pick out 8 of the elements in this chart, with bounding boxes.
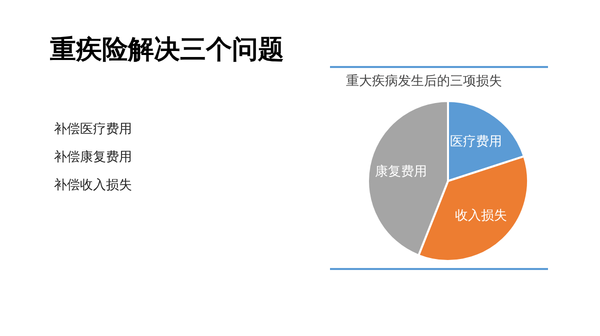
text: 补偿康复费用	[54, 149, 132, 166]
chart-subtitle: 重大疾病发生后的三项损失	[346, 73, 502, 90]
slice-label: 收入损失	[454, 208, 507, 224]
slice-label: 康复费用	[374, 164, 427, 180]
slice-label: 医疗费用	[450, 134, 502, 150]
chart-title: 重疾险解决三个问题	[50, 34, 284, 67]
text: 补偿医疗费用	[54, 121, 132, 138]
text: 补偿收入损失	[54, 177, 132, 194]
